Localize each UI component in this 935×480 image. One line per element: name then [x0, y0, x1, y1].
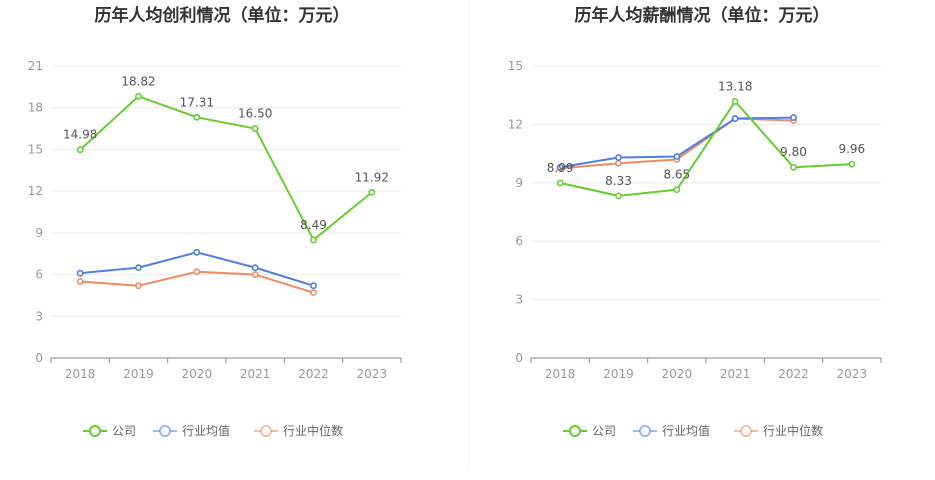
data-point	[673, 153, 681, 160]
x-tick-label: 2020	[662, 367, 693, 381]
data-point	[310, 289, 317, 297]
x-tick-label: 2019	[123, 367, 154, 381]
data-label: 8.99	[547, 161, 574, 175]
y-tick-label: 3	[515, 293, 523, 307]
x-tick-label: 2020	[182, 367, 213, 381]
data-point	[615, 192, 622, 200]
x-tick-label: 2019	[603, 367, 634, 381]
legend-marker	[89, 425, 101, 437]
legend-marker	[260, 425, 272, 437]
x-tick-label: 2023	[837, 367, 868, 381]
legend-label: 行业均值	[662, 423, 710, 438]
data-label: 17.31	[180, 95, 214, 109]
data-point	[76, 146, 84, 154]
x-tick-label: 2022	[298, 367, 329, 381]
x-tick-label: 2022	[778, 367, 809, 381]
y-tick-label: 0	[515, 351, 523, 365]
data-point	[731, 115, 739, 122]
salary-per-capita-chart: 历年人均薪酬情况（单位：万元） 0 3 6 9 12 15 2018 2019 2020 2021 2…	[508, 5, 882, 438]
data-point	[556, 163, 564, 171]
x-tick-label: 2018	[545, 367, 576, 381]
y-tick-label: 9	[35, 226, 43, 240]
legend-item-0[interactable]: 公司	[83, 424, 136, 438]
data-point	[731, 98, 739, 105]
data-label: 14.98	[63, 128, 97, 142]
y-tick-label: 3	[35, 309, 43, 323]
data-point	[135, 282, 142, 290]
y-tick-label: 6	[35, 268, 43, 282]
y-tick-label: 6	[515, 234, 523, 248]
legend-item-2[interactable]: 行业中位数	[734, 423, 823, 438]
profit-per-capita-chart: 历年人均创利情况（单位：万元） 0 3 6 9 12 15 18 21 2018 2019 2020 2…	[28, 5, 402, 438]
panel-divider	[468, 0, 469, 470]
data-point	[193, 248, 201, 256]
data-label: 8.33	[605, 174, 632, 188]
data-label: 8.49	[300, 218, 327, 232]
y-tick-label: 21	[28, 59, 43, 73]
x-tick-label: 2021	[240, 367, 271, 381]
data-point	[76, 278, 84, 285]
data-point	[310, 236, 317, 244]
legend-item-2[interactable]: 行业中位数	[254, 423, 343, 438]
data-point	[251, 125, 259, 132]
y-tick-label: 0	[35, 351, 43, 365]
legend-label: 行业均值	[182, 423, 230, 438]
x-tick-label: 2021	[720, 367, 751, 381]
data-point	[368, 188, 376, 196]
legend-item-1[interactable]: 行业均值	[633, 423, 710, 438]
legend-marker	[639, 425, 651, 437]
y-tick-label: 15	[28, 142, 43, 156]
legend-item-1[interactable]: 行业均值	[153, 423, 230, 438]
data-point	[673, 186, 681, 194]
data-label: 11.92	[355, 170, 389, 184]
data-point	[135, 264, 142, 272]
data-point	[193, 268, 201, 276]
data-point	[848, 160, 856, 168]
legend-label: 公司	[112, 424, 136, 438]
data-label: 9.96	[838, 142, 865, 156]
legend-item-0[interactable]: 公司	[563, 424, 616, 438]
data-label: 13.18	[718, 79, 752, 93]
data-point	[251, 271, 259, 278]
legend-marker	[159, 425, 171, 437]
data-point	[790, 114, 797, 121]
y-tick-label: 12	[508, 117, 523, 131]
data-point	[556, 179, 564, 187]
data-label: 16.50	[238, 107, 272, 121]
legend-label: 公司	[592, 424, 616, 438]
legend-label: 行业中位数	[283, 423, 343, 438]
data-point	[193, 113, 201, 121]
data-point	[135, 92, 142, 100]
data-point	[790, 163, 797, 171]
series-line-0	[79, 95, 373, 241]
data-point	[615, 154, 622, 161]
legend-marker	[740, 425, 752, 437]
x-tick-label: 2018	[65, 367, 96, 381]
data-point	[76, 269, 84, 277]
y-tick-label: 18	[28, 101, 43, 115]
legend-marker	[569, 425, 581, 437]
series-line-0	[559, 100, 852, 197]
data-label: 8.65	[663, 168, 690, 182]
chart-title: 历年人均创利情况（单位：万元）	[95, 5, 350, 26]
data-point	[615, 159, 622, 167]
y-tick-label: 15	[508, 59, 523, 73]
y-tick-label: 9	[515, 176, 523, 190]
legend-label: 行业中位数	[763, 423, 823, 438]
y-tick-label: 12	[28, 184, 43, 198]
chart-title: 历年人均薪酬情况（单位：万元）	[575, 5, 830, 26]
data-point	[251, 264, 259, 272]
data-label: 9.80	[780, 145, 807, 159]
x-tick-label: 2023	[357, 367, 388, 381]
data-point	[310, 282, 317, 290]
data-label: 18.82	[121, 74, 155, 88]
